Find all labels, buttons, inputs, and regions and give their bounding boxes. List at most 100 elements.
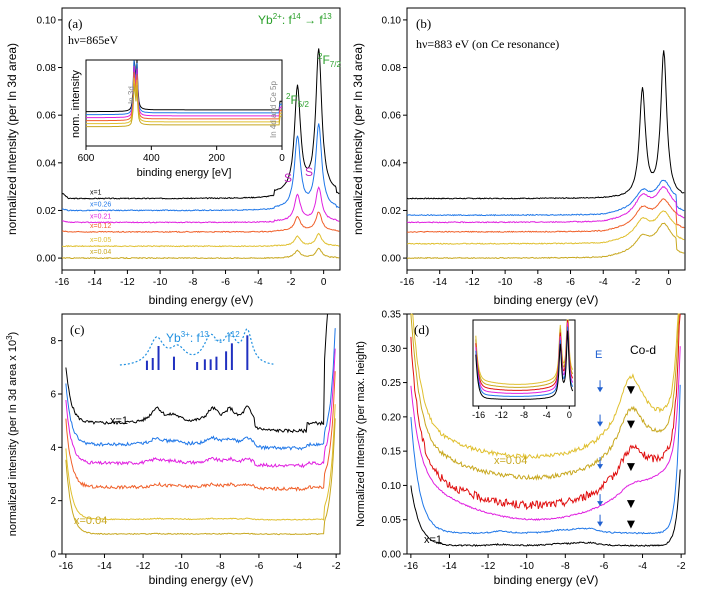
cod-label: Co-d xyxy=(630,343,656,357)
series-line-x004 xyxy=(410,313,681,481)
legend-x026: x=0.26 xyxy=(90,201,111,208)
inset-d-x-tick-label: -16 xyxy=(472,410,485,420)
inset-d-x-tick-label: -4 xyxy=(543,410,551,420)
x-tick-label: -16 xyxy=(404,561,419,572)
x-tick-label: -12 xyxy=(481,561,496,572)
series-line-x005 xyxy=(65,404,336,521)
y-tick-label: 0.35 xyxy=(382,310,402,321)
inset-d-x-ticks: -16 -12 -8 -4 0 xyxy=(472,406,572,420)
inset-d-line-x1 xyxy=(475,330,574,400)
e-arrow-head xyxy=(597,501,604,507)
x-tick-label: -6 xyxy=(221,277,230,288)
inset-a-x-tick-label: 0 xyxy=(279,153,285,164)
multiplet-envelope xyxy=(119,328,274,366)
inset-a-line-x004 xyxy=(86,83,282,128)
panel-b-energy: hν=883 eV (on Ce resonance) xyxy=(416,37,559,51)
panel-b-frame xyxy=(406,7,686,271)
x-tick-label: -10 xyxy=(519,561,534,572)
panel-d-series xyxy=(410,313,681,547)
y-tick-label: 6 xyxy=(50,390,56,401)
x-tick-label: -16 xyxy=(55,277,70,288)
y-tick-label: 0.10 xyxy=(382,15,402,26)
x-tick-label: -12 xyxy=(136,561,151,572)
inset-a-line-x005 xyxy=(86,77,282,125)
x-tick-label: -12 xyxy=(465,277,480,288)
series-line-x021 xyxy=(61,186,340,224)
panel-c-ylabel: normalized intensity (per In 3d area x 1… xyxy=(5,332,19,536)
inset-a-in3d-label: In 3d xyxy=(127,86,136,104)
panel-a-xlabel: binding energy (eV) xyxy=(149,293,254,307)
cod-marker xyxy=(626,520,635,529)
y-tick-label: 0.06 xyxy=(37,111,57,122)
series-line-x1 xyxy=(406,50,685,200)
series-line-x005 xyxy=(406,210,685,245)
inset-a-series xyxy=(86,59,282,128)
panel-a-label: (a) xyxy=(68,16,82,31)
panel-b-x-ticks: -16 -14 -12 -10 -8 -6 -4 -2 0 xyxy=(400,270,672,288)
series-line-red xyxy=(410,313,681,511)
y-tick-label: 0.08 xyxy=(382,63,402,74)
inset-d-x-tick-label: -12 xyxy=(495,410,508,420)
x-tick-label: -8 xyxy=(561,561,570,572)
series-line-x021 xyxy=(406,185,685,224)
panel-a-frame xyxy=(61,7,341,271)
series-line-x012 xyxy=(61,211,340,233)
panel-c-label: (c) xyxy=(70,322,84,337)
yb3-transition-label: Yb3+: f13 → f12 xyxy=(166,330,240,345)
panel-d: 0.000.050.100.150.200.250.300.35 -16 -14-… xyxy=(355,310,686,588)
x-tick-label: -4 xyxy=(254,277,263,288)
yb2-transition-label: Yb2+: f14 → f13 xyxy=(258,12,332,27)
x-tick-label: -8 xyxy=(533,277,542,288)
series-line-x005 xyxy=(62,232,340,248)
inset-d-line-x004 xyxy=(475,319,574,388)
x-tick-label: -2 xyxy=(286,277,295,288)
inset-a-line-x1 xyxy=(86,59,282,113)
inset-a-line-x026 xyxy=(86,60,282,116)
x-tick-label: -14 xyxy=(97,561,112,572)
panel-a-y-ticks: 0.00 0.02 0.04 0.06 0.08 0.10 xyxy=(37,15,62,265)
series-line-x004 xyxy=(406,222,685,260)
inset-d-x-tick-label: -8 xyxy=(520,410,528,420)
x-tick-label: -12 xyxy=(120,277,135,288)
inset-d-series xyxy=(475,319,574,400)
panel-d-y-ticks: 0.00 0.05 0.10 0.15 0.20 0.25 0.30 0.35 xyxy=(382,310,407,561)
x-tick-label: 0 xyxy=(666,277,672,288)
panel-c-xlabel: binding energy (eV) xyxy=(149,573,254,587)
y-tick-label: 0.00 xyxy=(382,550,402,561)
x-tick-label: -4 xyxy=(638,561,647,572)
series-line-x004 xyxy=(65,418,336,536)
x-tick-label: -16 xyxy=(400,277,415,288)
legend-x005: x=0.05 xyxy=(90,237,111,244)
y-tick-label: 0.05 xyxy=(382,515,402,526)
cod-marker xyxy=(626,420,635,429)
legend-x1: x=1 xyxy=(90,190,102,197)
y-tick-label: 2 xyxy=(50,496,56,507)
inset-a-in4d-label: In 4d and Ce 5p xyxy=(269,81,278,138)
y-tick-label: 0.00 xyxy=(37,254,57,265)
inset-a-x-tick-label: 600 xyxy=(78,153,95,164)
inset-d-line-x026 xyxy=(475,326,574,397)
panel-a-x-ticks: -16 -14 -12 -10 -8 -6 -4 -2 0 xyxy=(55,270,327,288)
x-tick-label: -4 xyxy=(293,561,302,572)
panel-a-energy: hν=865eV xyxy=(68,33,119,47)
y-tick-label: 0.20 xyxy=(382,412,402,423)
y-tick-label: 0.25 xyxy=(382,378,402,389)
x-tick-label: -8 xyxy=(216,561,225,572)
e-arrow-head xyxy=(597,464,604,470)
panel-a-inset: 600 400 200 0 nom. intensity binding energy… xyxy=(70,59,285,179)
x-tick-label: -2 xyxy=(631,277,640,288)
panel-c-y-ticks: 0 2 4 6 8 xyxy=(50,336,62,561)
inset-a-line-x021 xyxy=(86,66,282,119)
y-tick-label: 0.10 xyxy=(382,481,402,492)
e-label: E xyxy=(595,349,602,361)
s-label-2: S xyxy=(305,165,313,179)
y-tick-label: 0.02 xyxy=(37,206,57,217)
y-tick-label: 0.08 xyxy=(37,63,57,74)
x-tick-label: -2 xyxy=(677,561,686,572)
legend-x004: x=0.04 xyxy=(90,249,111,256)
panel-b-xlabel: binding energy (eV) xyxy=(494,293,599,307)
series-line-x012 xyxy=(406,198,685,233)
x-tick-label: -2 xyxy=(332,561,341,572)
y-tick-label: 0.30 xyxy=(382,344,402,355)
x-tick-label: -6 xyxy=(566,277,575,288)
